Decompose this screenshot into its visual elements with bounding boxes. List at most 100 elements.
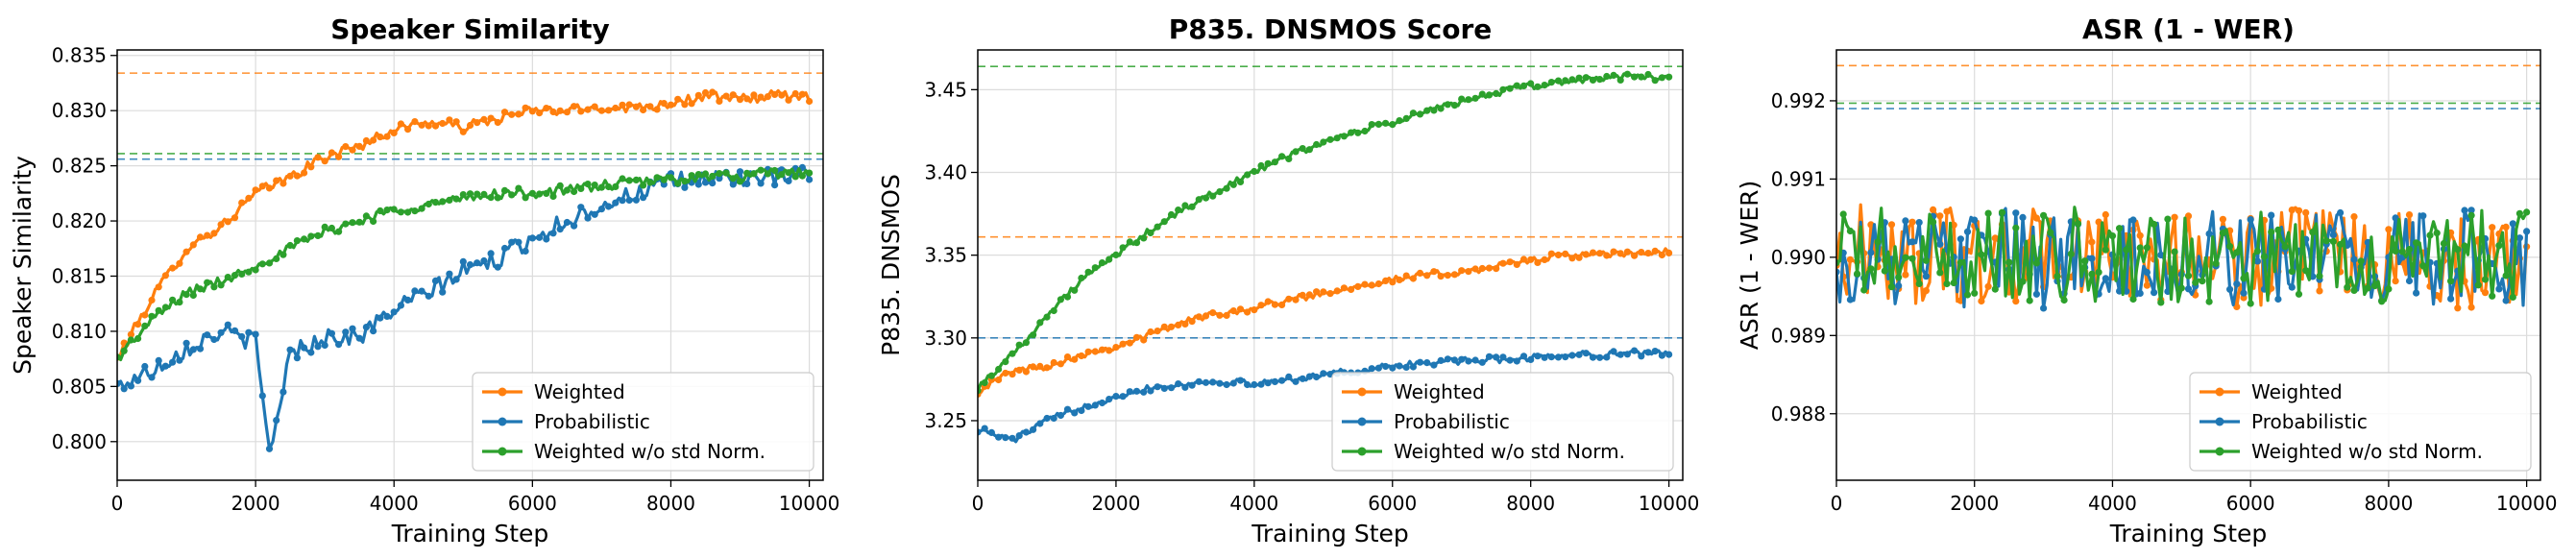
data-point xyxy=(1930,218,1937,226)
data-point xyxy=(1002,369,1009,377)
legend-label: Weighted xyxy=(1394,380,1485,403)
data-point xyxy=(1098,399,1106,407)
data-point xyxy=(1450,102,1459,109)
x-tick-label: 2000 xyxy=(231,492,280,515)
data-point xyxy=(2392,247,2399,255)
data-point xyxy=(508,191,516,199)
data-point xyxy=(342,220,350,228)
data-point xyxy=(1437,356,1445,364)
x-tick-label: 2000 xyxy=(1950,492,1999,515)
data-point xyxy=(431,199,440,207)
data-point xyxy=(1223,380,1230,389)
data-point xyxy=(660,100,668,108)
data-point xyxy=(494,194,501,202)
data-point xyxy=(1881,267,1888,275)
data-point xyxy=(2199,278,2206,285)
data-point xyxy=(1465,96,1472,104)
data-point xyxy=(1348,285,1355,293)
data-point xyxy=(2281,243,2289,251)
data-point xyxy=(1409,275,1417,282)
data-point xyxy=(640,106,647,114)
data-point xyxy=(1950,279,1957,287)
data-point xyxy=(2357,257,2365,265)
data-point xyxy=(1493,265,1500,273)
data-point xyxy=(301,169,308,177)
data-point xyxy=(2502,223,2510,231)
data-point xyxy=(1084,402,1092,410)
data-point xyxy=(2295,207,2303,214)
data-point xyxy=(1050,306,1057,315)
data-point xyxy=(632,103,641,110)
series-probabilistic xyxy=(117,163,814,452)
series-weighted-w-o-std-norm- xyxy=(978,70,1673,395)
data-point xyxy=(1147,229,1154,237)
chart-title: Speaker Similarity xyxy=(330,13,610,45)
data-point xyxy=(2184,285,2193,293)
data-point xyxy=(1015,341,1023,349)
chart-title: ASR (1 - WER) xyxy=(2082,13,2295,45)
data-point xyxy=(1071,355,1079,363)
data-point xyxy=(1936,269,1944,277)
series-weighted xyxy=(978,247,1673,398)
data-point xyxy=(1915,280,1923,287)
data-point xyxy=(1541,353,1548,361)
data-point xyxy=(120,347,128,354)
data-point xyxy=(2081,257,2089,265)
data-point xyxy=(785,177,792,184)
data-point xyxy=(1534,258,1542,266)
data-point xyxy=(2309,229,2317,236)
data-point xyxy=(1437,105,1445,112)
data-point xyxy=(1541,82,1548,89)
data-point xyxy=(439,288,447,296)
data-point xyxy=(1575,351,1583,358)
data-point xyxy=(2364,284,2371,292)
data-point xyxy=(439,198,447,206)
data-point xyxy=(169,358,177,366)
data-point xyxy=(667,101,675,109)
data-point xyxy=(2032,290,2040,298)
data-point xyxy=(1836,259,1840,267)
data-point xyxy=(1596,76,1604,84)
data-point xyxy=(377,207,384,215)
data-point xyxy=(2032,259,2040,267)
data-point xyxy=(2419,212,2427,220)
data-point xyxy=(1361,280,1369,288)
legend-label: Weighted w/o std Norm. xyxy=(534,440,766,463)
plot-area xyxy=(1836,64,2540,312)
data-point xyxy=(591,210,598,218)
data-point xyxy=(1658,74,1665,82)
data-point xyxy=(2385,285,2393,293)
data-point xyxy=(1396,276,1403,283)
data-point xyxy=(1167,384,1176,392)
data-point xyxy=(1160,323,1168,330)
data-point xyxy=(1216,379,1224,387)
data-point xyxy=(1644,349,1652,356)
data-point xyxy=(1616,250,1624,257)
data-point xyxy=(1195,377,1203,385)
axes-frame xyxy=(977,49,1684,481)
data-point xyxy=(764,170,772,178)
data-point xyxy=(1043,364,1051,372)
data-point xyxy=(397,302,404,309)
data-point xyxy=(2274,295,2282,304)
data-point xyxy=(591,103,598,110)
data-point xyxy=(1292,296,1300,304)
data-point xyxy=(2467,207,2475,214)
data-point xyxy=(736,178,744,185)
data-point xyxy=(411,287,419,295)
data-point xyxy=(1236,178,1245,185)
data-point xyxy=(176,356,183,364)
data-point xyxy=(2074,220,2082,228)
data-point xyxy=(1423,272,1431,280)
data-point xyxy=(2047,229,2054,236)
data-point xyxy=(2467,211,2475,219)
x-tick-label: 2000 xyxy=(1091,492,1140,515)
y-tick-label: 3.35 xyxy=(924,244,967,267)
data-point xyxy=(791,89,799,98)
data-point xyxy=(1264,298,1272,305)
data-point xyxy=(1978,297,1985,305)
data-point xyxy=(1499,85,1507,93)
data-point xyxy=(1541,255,1548,263)
data-point xyxy=(321,158,328,165)
